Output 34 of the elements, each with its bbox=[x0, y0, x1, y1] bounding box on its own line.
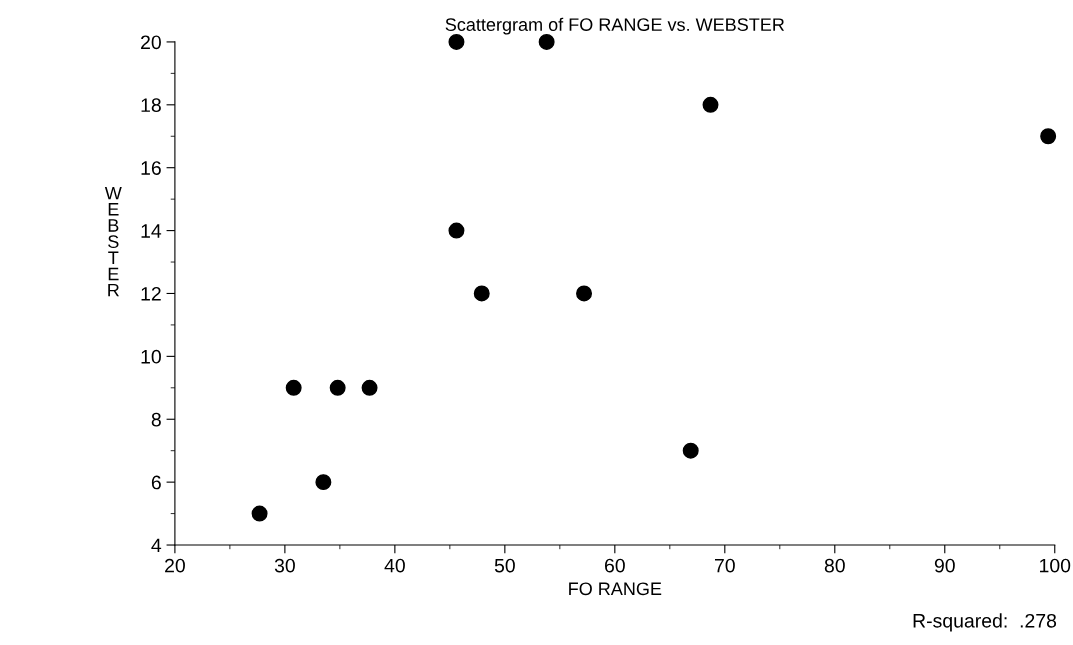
point bbox=[538, 33, 555, 50]
point bbox=[448, 222, 465, 239]
point bbox=[473, 285, 490, 302]
y-tick-label: 8 bbox=[151, 412, 161, 427]
point bbox=[329, 379, 346, 396]
x-tick-label: 60 bbox=[605, 558, 625, 573]
x-tick-label: 70 bbox=[715, 558, 735, 573]
x-tick-label: 20 bbox=[165, 558, 185, 573]
x-tick-label: 80 bbox=[824, 558, 845, 573]
chart-title: Scattergram of FO RANGE vs. WEBSTER bbox=[445, 17, 785, 35]
x-tick-label: 100 bbox=[1040, 558, 1071, 573]
x-tick-label: 30 bbox=[274, 558, 295, 573]
point bbox=[251, 505, 268, 522]
y-tick-label: 4 bbox=[151, 538, 162, 553]
y-tick-label: 16 bbox=[141, 161, 161, 175]
y-tick-label: 10 bbox=[141, 349, 161, 364]
y-tick-label: 14 bbox=[141, 224, 162, 238]
x-axis-title: FO RANGE bbox=[569, 582, 662, 596]
text: R-squared: .278 bbox=[913, 613, 1057, 632]
point bbox=[361, 379, 378, 396]
y-tick-label: 12 bbox=[141, 286, 161, 301]
y-tick-label: 20 bbox=[141, 35, 161, 50]
point bbox=[285, 379, 302, 396]
y-axis-title: WEBSTER bbox=[104, 186, 122, 297]
point bbox=[576, 285, 593, 302]
point bbox=[1040, 128, 1057, 145]
point bbox=[682, 442, 699, 459]
point bbox=[702, 96, 719, 113]
x-tick-label: 90 bbox=[934, 558, 955, 573]
y-tick-label: 18 bbox=[141, 98, 161, 113]
x-tick-label: 50 bbox=[494, 558, 515, 573]
point bbox=[315, 474, 332, 491]
x-tick-label: 40 bbox=[384, 558, 405, 573]
y-tick-label: 6 bbox=[151, 475, 161, 490]
